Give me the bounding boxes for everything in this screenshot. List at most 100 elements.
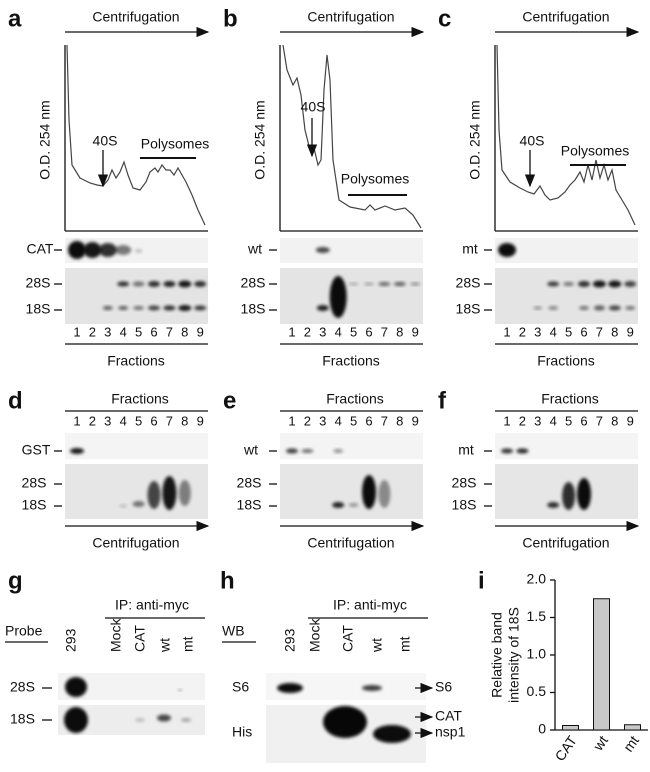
blot-band [362,685,382,691]
panel: d Fractions 1 2 3 4 5 6 7 8 9 GST 28S 18S Centrifugati… [8,387,210,551]
bar [624,724,641,731]
fraction-number: 4 [120,413,127,428]
blot-band [148,281,160,287]
blot-band [178,480,191,506]
probe-label: GST [22,442,51,458]
blot-band [608,280,622,288]
region-label: Polysomes [341,171,409,187]
lane-label: mt [180,636,196,652]
fraction-number: 7 [381,413,388,428]
blot-band [625,306,636,310]
fraction-number: 9 [412,413,419,428]
blot-band [83,242,102,258]
blot-band [547,502,560,508]
peak-label: 40S [301,99,326,115]
fraction-number: 9 [412,324,419,339]
blot-band [592,280,606,288]
rrna-label: 18S [26,301,51,317]
blot-band [135,718,145,722]
fraction-number: 1 [288,324,295,339]
fraction-number: 6 [365,324,372,339]
fraction-number: 3 [534,413,541,428]
fraction-number: 6 [580,324,587,339]
region-label: Polysomes [141,136,209,152]
fraction-number: 3 [104,413,111,428]
lane-label: CAT [340,625,356,652]
blot-strip [280,433,423,459]
fraction-number: 2 [304,324,311,339]
fraction-number: 6 [150,413,157,428]
blot-band [548,306,559,310]
fraction-number: 7 [381,324,388,339]
blot-band [277,683,303,693]
lane-label: Mock [108,618,124,652]
fraction-number: 2 [89,324,96,339]
fractions-label: Fractions [537,353,595,369]
blot-band [323,706,367,738]
blot-band [181,718,191,722]
fractions-label: Fractions [322,353,380,369]
panel-label: a [8,5,22,32]
blot-band [65,677,87,697]
arrow-label: Centrifugation [522,9,609,25]
blot-band [579,306,589,310]
panel-label: d [8,387,23,414]
panel-label: e [223,387,236,414]
blot-band [194,305,207,311]
arrow-label: Centrifugation [307,535,394,551]
fraction-number: 3 [534,324,541,339]
blot-band [578,281,590,287]
arrow-label: Centrifugation [307,9,394,25]
rrna-label: 18S [22,497,47,513]
fractions-label: Fractions [107,353,165,369]
blot-band [64,707,88,733]
od-trace [496,44,636,226]
panel: a Centrifugation O.D. 254 nm 40S Polysomes CA… [8,5,210,369]
blot-band [563,282,575,286]
fraction-number: 4 [335,324,342,339]
row-label: His [232,724,252,740]
blot-strip [280,238,423,263]
od-trace [282,44,422,229]
peak-label: 40S [93,133,118,149]
fraction-number: 8 [611,324,618,339]
blot-band [157,714,171,722]
fraction-number: 5 [135,324,142,339]
blot-band [147,481,161,509]
fraction-number: 3 [104,324,111,339]
blot-strip [65,268,208,324]
blot-band [119,504,128,508]
blot-band [178,280,192,288]
blot-band [163,305,176,311]
fraction-number: 6 [365,413,372,428]
fraction-number: 4 [550,324,557,339]
probe-label: CAT [27,241,54,257]
x-tick-label: mt [620,733,642,755]
blot-strip [280,464,423,519]
blot-band [70,448,84,454]
blot-band [348,282,359,286]
arrow-label: Centrifugation [92,9,179,25]
panel: g IP: anti-myc Probe 293 Mock CAT wt mt 28S 18S [5,567,205,735]
blot-band [547,281,560,287]
blot-band [329,276,347,318]
lane-label: wt [369,638,385,653]
fraction-number: 2 [519,324,526,339]
blot-band [533,306,543,310]
fraction-number: 3 [319,324,326,339]
row-label: 28S [10,679,35,695]
fraction-number: 8 [396,413,403,428]
blot-band [364,282,374,286]
row-label: 18S [10,711,35,727]
probe-label: wt [243,442,258,458]
rrna-label: 18S [456,301,481,317]
blot-band [393,282,406,286]
y-axis-label: O.D. 254 nm [252,100,268,179]
fraction-number: 2 [304,413,311,428]
blot-band [378,282,391,286]
panel-label: b [223,5,238,32]
rrna-label: 28S [26,275,51,291]
y-axis-label: O.D. 254 nm [467,100,483,179]
blot-band [194,281,207,287]
